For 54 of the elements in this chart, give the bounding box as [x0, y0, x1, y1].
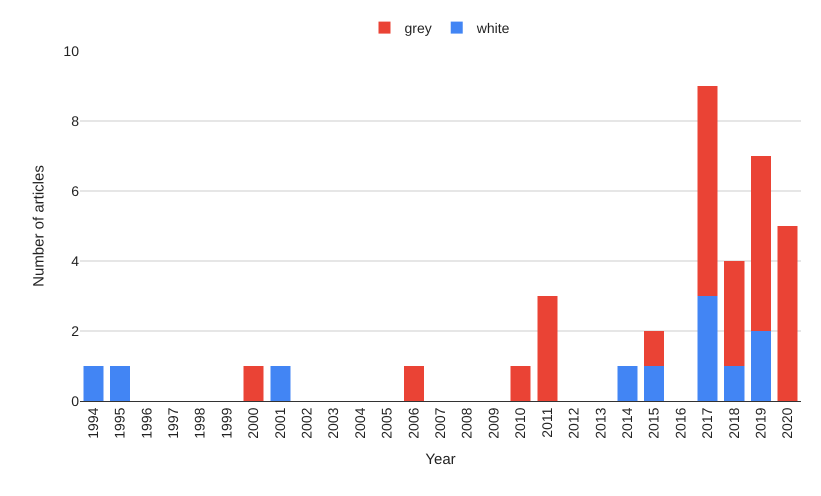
- bar: [83, 366, 104, 401]
- bar: [644, 331, 664, 366]
- bar: [724, 366, 744, 401]
- bar: [244, 366, 264, 401]
- bar: [750, 156, 771, 331]
- bar: [724, 261, 744, 366]
- x-tick-label: 2003: [325, 407, 342, 439]
- y-tick-label: 6: [71, 182, 80, 199]
- x-tick-label: 2010: [512, 407, 528, 439]
- x-tick-label: 1997: [165, 407, 182, 439]
- x-tick-label: 2005: [378, 407, 395, 439]
- x-tick-label: 2016: [672, 407, 688, 439]
- x-tick-label: 2018: [726, 407, 742, 439]
- y-tick-label: 0: [71, 392, 80, 409]
- y-tick-label: 10: [63, 42, 80, 59]
- x-tick-label: 2015: [646, 407, 662, 439]
- x-tick-label: 2012: [566, 407, 582, 439]
- x-tick-label: 2002: [298, 407, 315, 439]
- x-axis-title: Year: [425, 450, 456, 468]
- x-tick-label: 2013: [592, 407, 608, 439]
- bar: [110, 366, 130, 401]
- bar: [404, 366, 424, 401]
- y-tick-label: 8: [71, 112, 80, 129]
- bar: [617, 366, 638, 401]
- bar: [510, 366, 531, 401]
- legend-label: grey: [404, 20, 432, 36]
- x-tick-label: 1999: [218, 407, 234, 439]
- y-axis-title: Number of articles: [30, 165, 48, 287]
- x-tick-label: 1996: [138, 407, 154, 439]
- x-tick-label: 2008: [458, 407, 475, 439]
- x-tick-label: 1998: [192, 407, 208, 439]
- x-tick-label: 2006: [405, 407, 422, 439]
- legend-label: white: [476, 20, 510, 36]
- x-tick-label: 1995: [112, 407, 128, 439]
- x-tick-label: 2007: [432, 407, 448, 439]
- x-tick-label: 2014: [618, 407, 635, 439]
- y-tick-label: 2: [71, 322, 80, 339]
- x-tick-label: 2001: [272, 407, 288, 439]
- x-tick-label: 2009: [485, 407, 502, 439]
- bar: [698, 86, 718, 296]
- bar: [698, 296, 718, 401]
- x-tick-label: 2004: [352, 407, 368, 439]
- bar: [778, 226, 798, 401]
- x-tick-label: 2000: [245, 407, 262, 439]
- x-tick-label: 2020: [779, 407, 796, 439]
- x-tick-label: 2017: [699, 407, 716, 439]
- bar: [537, 296, 558, 401]
- x-tick-label: 2019: [752, 407, 768, 439]
- x-tick-label: 2011: [538, 407, 555, 438]
- bar: [750, 331, 771, 401]
- y-tick-label: 4: [71, 252, 80, 269]
- bar: [270, 366, 290, 401]
- x-tick-label: 1994: [84, 407, 101, 439]
- bar: [644, 366, 664, 401]
